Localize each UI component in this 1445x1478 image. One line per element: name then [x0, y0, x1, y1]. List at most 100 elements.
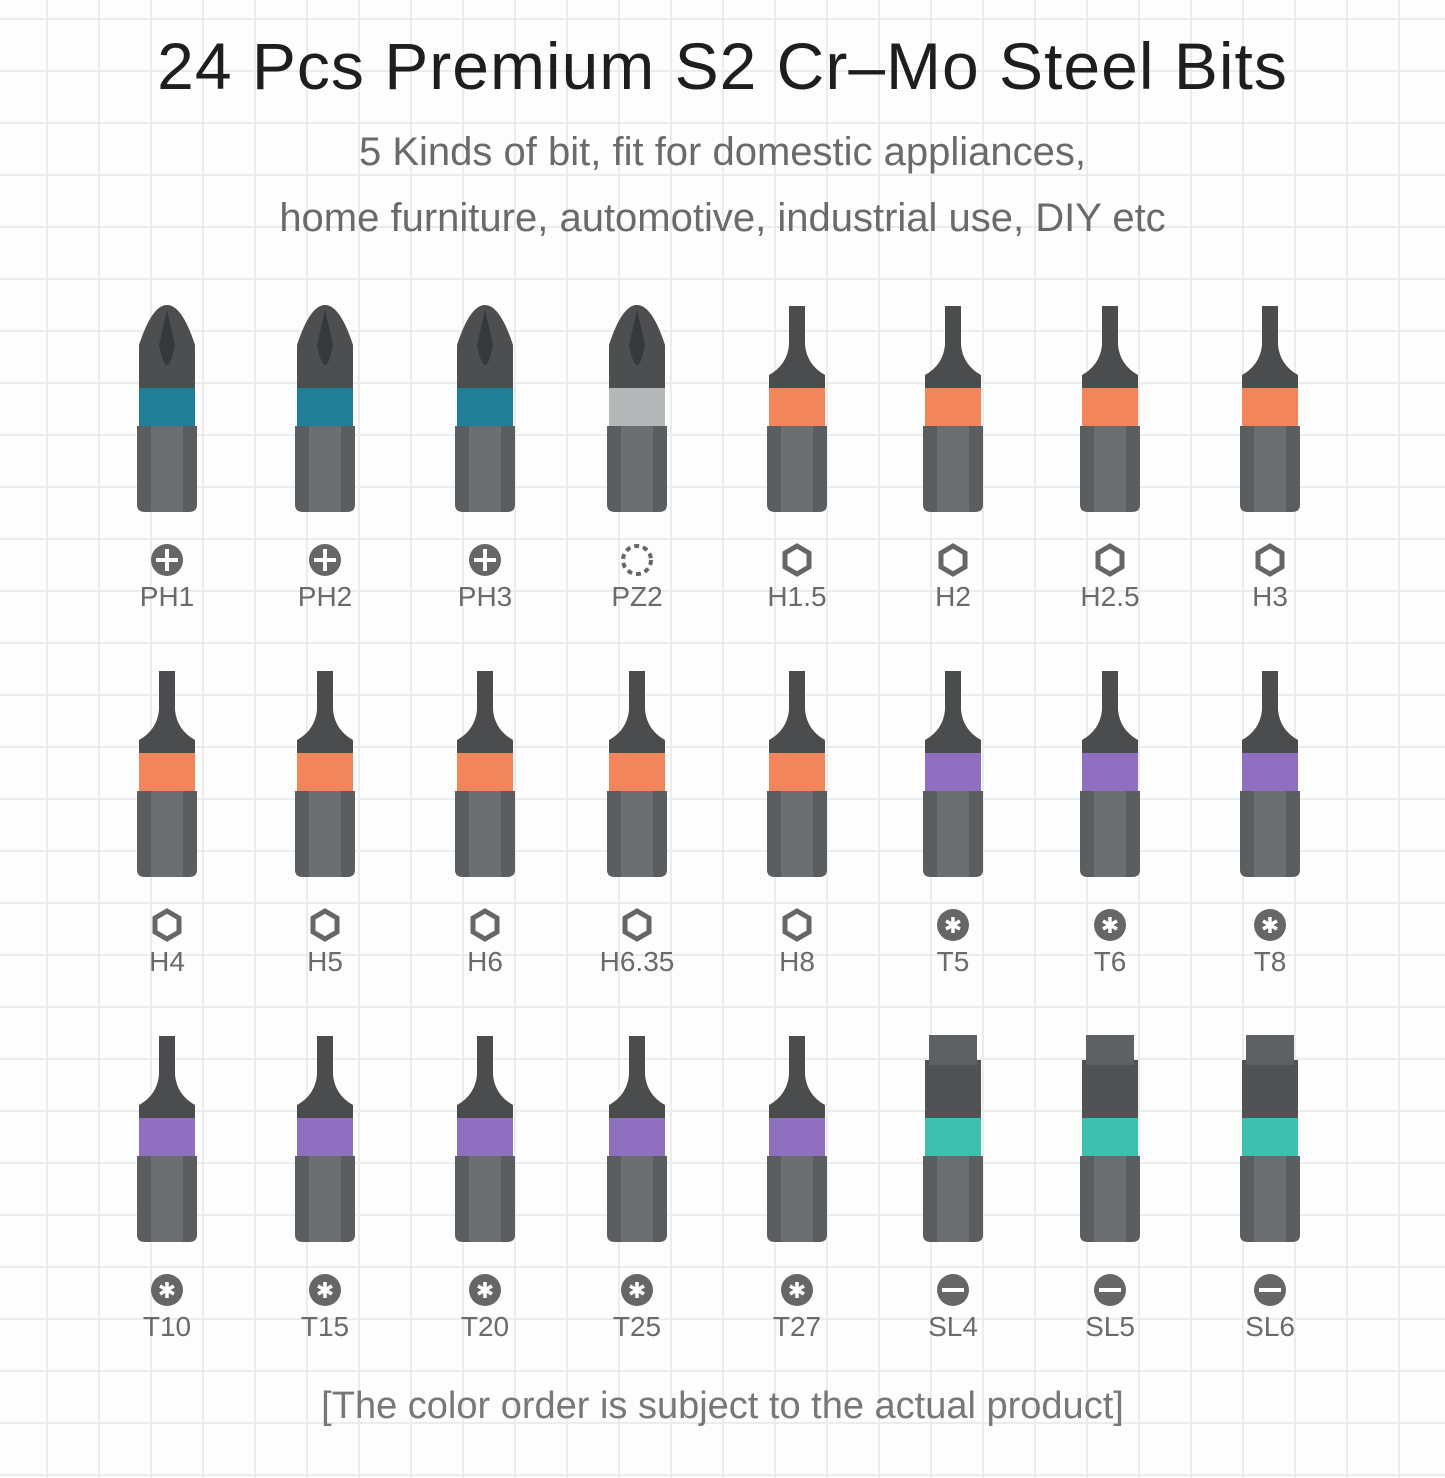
svg-text:✱: ✱: [944, 913, 962, 938]
bit-t5: ✱ T5: [893, 665, 1013, 978]
bit-image: [923, 671, 983, 877]
bit-image: [607, 1036, 667, 1242]
bit-ph3: PH3: [425, 300, 545, 613]
bit-image: [607, 671, 667, 877]
bit-label: H5: [307, 946, 343, 977]
hex-icon: [152, 908, 182, 942]
bit-label: H8: [779, 946, 815, 977]
bit-image: [1080, 671, 1140, 877]
bit-image: [767, 671, 827, 877]
bit-image: [455, 1036, 515, 1242]
footer-note: [The color order is subject to the actua…: [321, 1385, 1124, 1427]
phillips-icon: [469, 544, 501, 576]
bit-image: [923, 306, 983, 512]
bit-label: H4: [149, 946, 185, 977]
bit-label: H6: [467, 946, 503, 977]
bit-label: T10: [142, 1311, 192, 1342]
bit-t27: ✱ T27: [737, 1030, 857, 1343]
bit-sl6: SL6: [1210, 1030, 1330, 1343]
bit-label: SL5: [1085, 1311, 1135, 1342]
bit-label: H2.5: [1080, 581, 1140, 612]
bit-h5: H5: [265, 665, 385, 978]
slotted-icon: [1094, 1274, 1126, 1306]
bit-t10: ✱ T10: [107, 1030, 227, 1343]
bit-image: [455, 671, 515, 877]
bit-image: [1240, 1035, 1300, 1242]
svg-text:✱: ✱: [628, 1278, 646, 1303]
hex-icon: [1255, 543, 1285, 577]
bit-image: [1080, 306, 1140, 512]
bit-t6: ✱ T6: [1050, 665, 1170, 978]
torx-icon: ✱: [469, 1274, 501, 1306]
bit-t15: ✱ T15: [265, 1030, 385, 1343]
bit-label: PH3: [457, 581, 513, 612]
bit-h3: H3: [1210, 300, 1330, 613]
bit-label: SL6: [1245, 1311, 1295, 1342]
torx-icon: ✱: [781, 1274, 813, 1306]
bit-h8: H8: [737, 665, 857, 978]
page-title: 24 Pcs Premium S2 Cr–Mo Steel Bits: [157, 29, 1288, 103]
bit-label: SL4: [928, 1311, 978, 1342]
bit-label: T27: [772, 1311, 822, 1342]
bit-h1-5: H1.5: [737, 300, 857, 613]
bit-ph1: PH1: [107, 300, 227, 613]
bit-image: [1080, 1035, 1140, 1242]
bit-image: [295, 305, 355, 512]
bit-label: T20: [460, 1311, 510, 1342]
bit-image: [295, 1036, 355, 1242]
bit-image: [137, 305, 197, 512]
bit-image: [1240, 671, 1300, 877]
subtitle-line-1: 5 Kinds of bit, fit for domestic applian…: [358, 130, 1087, 174]
bit-label: T6: [1093, 946, 1127, 977]
torx-icon: ✱: [1094, 909, 1126, 941]
bit-label: PH2: [297, 581, 353, 612]
bit-h2: H2: [893, 300, 1013, 613]
torx-icon: ✱: [621, 1274, 653, 1306]
svg-text:✱: ✱: [788, 1278, 806, 1303]
bit-image: [1240, 306, 1300, 512]
bit-image: [607, 305, 667, 512]
bit-label: H2: [935, 581, 971, 612]
bit-sl4: SL4: [893, 1030, 1013, 1343]
bit-label: T5: [936, 946, 970, 977]
hex-icon: [782, 543, 812, 577]
bit-t20: ✱ T20: [425, 1030, 545, 1343]
hex-icon: [938, 543, 968, 577]
bit-image: [767, 306, 827, 512]
bit-label: H3: [1252, 581, 1288, 612]
svg-text:✱: ✱: [158, 1278, 176, 1303]
phillips-icon: [309, 544, 341, 576]
bit-label: H1.5: [767, 581, 827, 612]
hex-icon: [470, 908, 500, 942]
bit-sl5: SL5: [1050, 1030, 1170, 1343]
slotted-icon: [937, 1274, 969, 1306]
bit-image: [137, 671, 197, 877]
svg-text:✱: ✱: [1101, 913, 1119, 938]
bit-ph2: PH2: [265, 300, 385, 613]
torx-icon: ✱: [1254, 909, 1286, 941]
bit-label: H6.35: [599, 946, 675, 977]
bit-label: PH1: [139, 581, 195, 612]
torx-icon: ✱: [937, 909, 969, 941]
torx-icon: ✱: [309, 1274, 341, 1306]
bit-h6-35: H6.35: [577, 665, 697, 978]
bit-image: [137, 1036, 197, 1242]
pozidriv-icon: [621, 544, 653, 576]
bit-label: T8: [1253, 946, 1287, 977]
bit-label: PZ2: [611, 581, 663, 612]
bit-image: [295, 671, 355, 877]
bit-pz2: PZ2: [577, 300, 697, 613]
phillips-icon: [151, 544, 183, 576]
bit-h2-5: H2.5: [1050, 300, 1170, 613]
bit-t25: ✱ T25: [577, 1030, 697, 1343]
hex-icon: [310, 908, 340, 942]
torx-icon: ✱: [151, 1274, 183, 1306]
bit-label: T25: [612, 1311, 662, 1342]
bit-image: [923, 1035, 983, 1242]
hex-icon: [1095, 543, 1125, 577]
slotted-icon: [1254, 1274, 1286, 1306]
subtitle-line-2: home furniture, automotive, industrial u…: [279, 196, 1166, 240]
svg-text:✱: ✱: [316, 1278, 334, 1303]
bit-image: [455, 305, 515, 512]
bit-h6: H6: [425, 665, 545, 978]
